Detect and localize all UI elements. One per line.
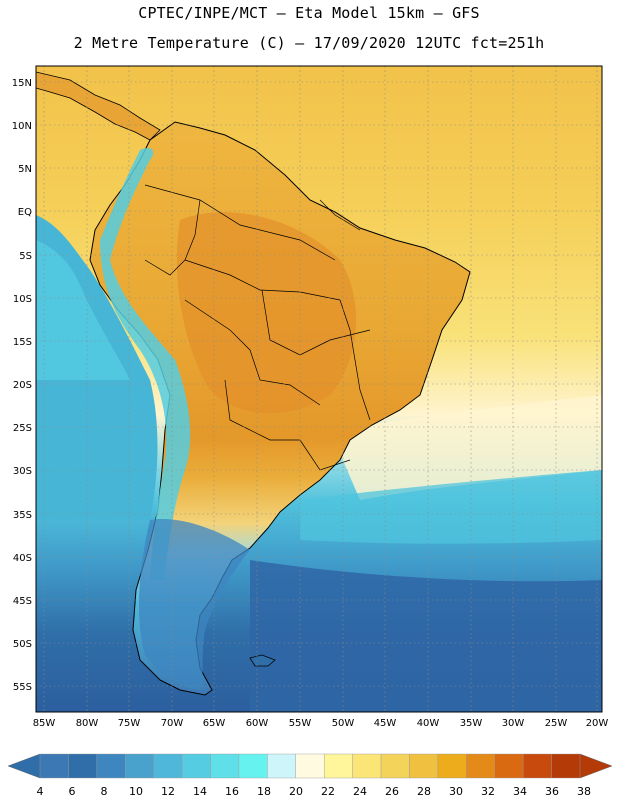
lat-label: 25S xyxy=(13,423,32,434)
title-line-1: CPTEC/INPE/MCT – Eta Model 15km – GFS xyxy=(138,4,480,22)
colorbar-high-arrow xyxy=(579,753,613,779)
lat-label: 20S xyxy=(13,380,32,391)
lat-label: 35S xyxy=(13,510,32,521)
temperature-field xyxy=(36,66,602,712)
colorbar-cell xyxy=(68,753,98,779)
patagonia-cold xyxy=(138,519,250,690)
lat-label: 30S xyxy=(13,466,32,477)
continental-hot-core xyxy=(176,212,357,414)
colorbar-tick: 28 xyxy=(417,785,431,798)
atlantic-pale-band xyxy=(330,395,602,500)
colorbar-cell xyxy=(210,753,240,779)
colorbar-tick: 22 xyxy=(321,785,335,798)
colorbar-cell xyxy=(324,753,353,779)
lat-label: 10S xyxy=(13,294,32,305)
colorbar-cell xyxy=(125,753,154,779)
colorbar-cell xyxy=(437,753,467,779)
colorbar-tick: 18 xyxy=(257,785,271,798)
lon-label: 60W xyxy=(246,718,269,729)
lon-label: 30W xyxy=(502,718,525,729)
colorbar-cell xyxy=(494,753,524,779)
colorbar-tick: 34 xyxy=(513,785,527,798)
lon-label: 55W xyxy=(289,718,312,729)
lon-label: 45W xyxy=(374,718,397,729)
andes-cool-strip xyxy=(100,148,191,580)
lat-label: 5S xyxy=(19,251,32,262)
lon-label: 70W xyxy=(161,718,184,729)
colorbar-tick: 20 xyxy=(289,785,303,798)
lat-label: 40S xyxy=(13,553,32,564)
southern-ocean-band xyxy=(250,560,602,712)
colorbar-tick: 38 xyxy=(577,785,591,798)
lat-label: 45S xyxy=(13,596,32,607)
latitude-labels: 15N 10N 5N EQ 5S 10S 15S 20S 25S 30S 35S… xyxy=(12,78,32,693)
colorbar-cell xyxy=(551,753,581,779)
colorbar-tick: 4 xyxy=(37,785,44,798)
colorbar-tick: 14 xyxy=(193,785,207,798)
colorbar-low-arrow xyxy=(7,753,41,779)
colorbar-cell xyxy=(267,753,296,779)
colorbar-tick: 8 xyxy=(101,785,108,798)
colorbar-cell xyxy=(295,753,325,779)
colorbar-cell xyxy=(409,753,439,779)
lat-label: 10N xyxy=(12,121,32,132)
lon-label: 75W xyxy=(118,718,141,729)
colorbar-tick: 10 xyxy=(129,785,143,798)
lon-label: 40W xyxy=(417,718,440,729)
colorbar-tick: 36 xyxy=(545,785,559,798)
title-line-2: 2 Metre Temperature (C) – 17/09/2020 12U… xyxy=(73,34,545,52)
colorbar-cell xyxy=(380,753,410,779)
colorbar-cell xyxy=(522,753,552,779)
colorbar-cell xyxy=(181,753,211,779)
lat-label: 55S xyxy=(13,682,32,693)
colorbar-tick: 32 xyxy=(481,785,495,798)
colorbar-tick: 6 xyxy=(69,785,76,798)
lon-label: 80W xyxy=(76,718,99,729)
lon-label: 35W xyxy=(460,718,483,729)
lat-label: 15S xyxy=(13,337,32,348)
colorbar-cell xyxy=(466,753,495,779)
lon-label: 65W xyxy=(203,718,226,729)
colorbar-cell xyxy=(96,753,126,779)
colorbar-tick: 24 xyxy=(353,785,367,798)
central-america-land xyxy=(36,71,161,141)
lon-label: 85W xyxy=(33,718,56,729)
colorbar-cell xyxy=(238,753,268,779)
colorbar-tick: 30 xyxy=(449,785,463,798)
map-frame xyxy=(35,65,603,713)
lat-label: 15N xyxy=(12,78,32,89)
lat-label: EQ xyxy=(18,207,32,218)
colorbar-cell xyxy=(153,753,183,779)
colorbar-tick: 12 xyxy=(161,785,175,798)
falkland-islands xyxy=(249,654,276,667)
colorbar-cell xyxy=(39,753,69,779)
lat-label: 50S xyxy=(13,639,32,650)
lon-label: 20W xyxy=(586,718,609,729)
colorbar-cell xyxy=(352,753,382,779)
lon-label: 50W xyxy=(332,718,355,729)
lat-label: 5N xyxy=(18,164,32,175)
pacific-cyan-band xyxy=(36,240,130,380)
lon-label: 25W xyxy=(545,718,568,729)
colorbar-tick: 26 xyxy=(385,785,399,798)
colorbar: 4 6 8 10 12 14 16 18 20 22 24 26 28 30 3… xyxy=(7,753,613,798)
colorbar-tick: 16 xyxy=(225,785,239,798)
atlantic-cyan-band xyxy=(300,470,602,544)
longitude-labels: 85W 80W 75W 70W 65W 60W 55W 50W 45W 40W … xyxy=(33,718,609,729)
